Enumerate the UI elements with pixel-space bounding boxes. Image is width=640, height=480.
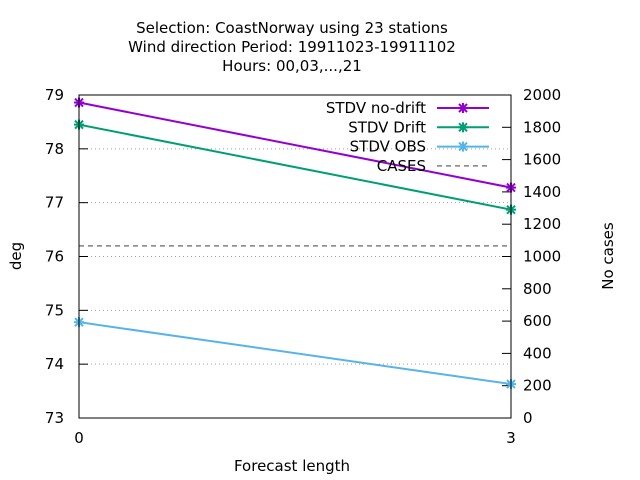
grid [79, 148, 511, 365]
legend-label: STDV Drift [348, 118, 426, 136]
legend-sample-marker [458, 141, 468, 152]
series-line-stdv-no-drift [78, 101, 512, 189]
y-tick-label: 79 [45, 86, 64, 104]
title-line-3: Hours: 00,03,...,21 [222, 57, 362, 75]
series-line-stdv-drift [78, 123, 512, 211]
y2-tick-label: 600 [523, 312, 552, 330]
y2-axis-label: No cases [599, 222, 617, 290]
chart-title: Selection: CoastNorway using 23 stations… [128, 19, 456, 75]
series-stdv-drift [74, 119, 516, 215]
series-line-stdv-obs [78, 321, 512, 386]
legend-item-stdv-no-drift: STDV no-drift [326, 99, 489, 117]
series-stdv-obs [74, 317, 516, 390]
y-tick-label: 73 [45, 409, 64, 427]
legend-item-cases: CASES [377, 157, 489, 175]
title-line-2: Wind direction Period: 19911023-19911102 [128, 38, 456, 56]
y2-tick-label: 800 [523, 280, 552, 298]
y2-tick-label: 2000 [523, 86, 561, 104]
y2-tick-label: 400 [523, 344, 552, 362]
y2-tick-label: 1800 [523, 118, 561, 136]
x-tick-label: 0 [74, 429, 84, 447]
y2-tick-label: 1000 [523, 248, 561, 266]
y2-tick-label: 1600 [523, 151, 561, 169]
y-tick-label: 75 [45, 301, 64, 319]
y-tick-label: 74 [45, 355, 64, 373]
y2-tick-label: 1400 [523, 183, 561, 201]
legend-label: CASES [377, 157, 426, 175]
legend-sample-marker [458, 103, 468, 113]
x-axis-label: Forecast length [234, 457, 350, 475]
y-axis-ticks: 73 74 75 76 77 78 79 [45, 86, 88, 427]
series-layer [74, 97, 516, 390]
y-axis-label: deg [7, 242, 25, 270]
y2-tick-label: 200 [523, 377, 552, 395]
legend-item-stdv-drift: STDV Drift [348, 118, 489, 136]
plot-frame [78, 94, 512, 419]
legend-label: STDV no-drift [326, 99, 426, 117]
series-stdv-no-drift [74, 97, 516, 193]
legend-sample-marker [458, 122, 468, 133]
title-line-1: Selection: CoastNorway using 23 stations [136, 19, 448, 37]
y-tick-label: 78 [45, 140, 64, 158]
y-tick-label: 76 [45, 248, 64, 266]
legend-label: STDV OBS [350, 138, 426, 156]
x-tick-label: 3 [506, 429, 516, 447]
y2-tick-label: 0 [523, 409, 533, 427]
y-tick-label: 77 [45, 194, 64, 212]
y2-tick-label: 1200 [523, 215, 561, 233]
legend-item-stdv-obs: STDV OBS [350, 138, 489, 156]
